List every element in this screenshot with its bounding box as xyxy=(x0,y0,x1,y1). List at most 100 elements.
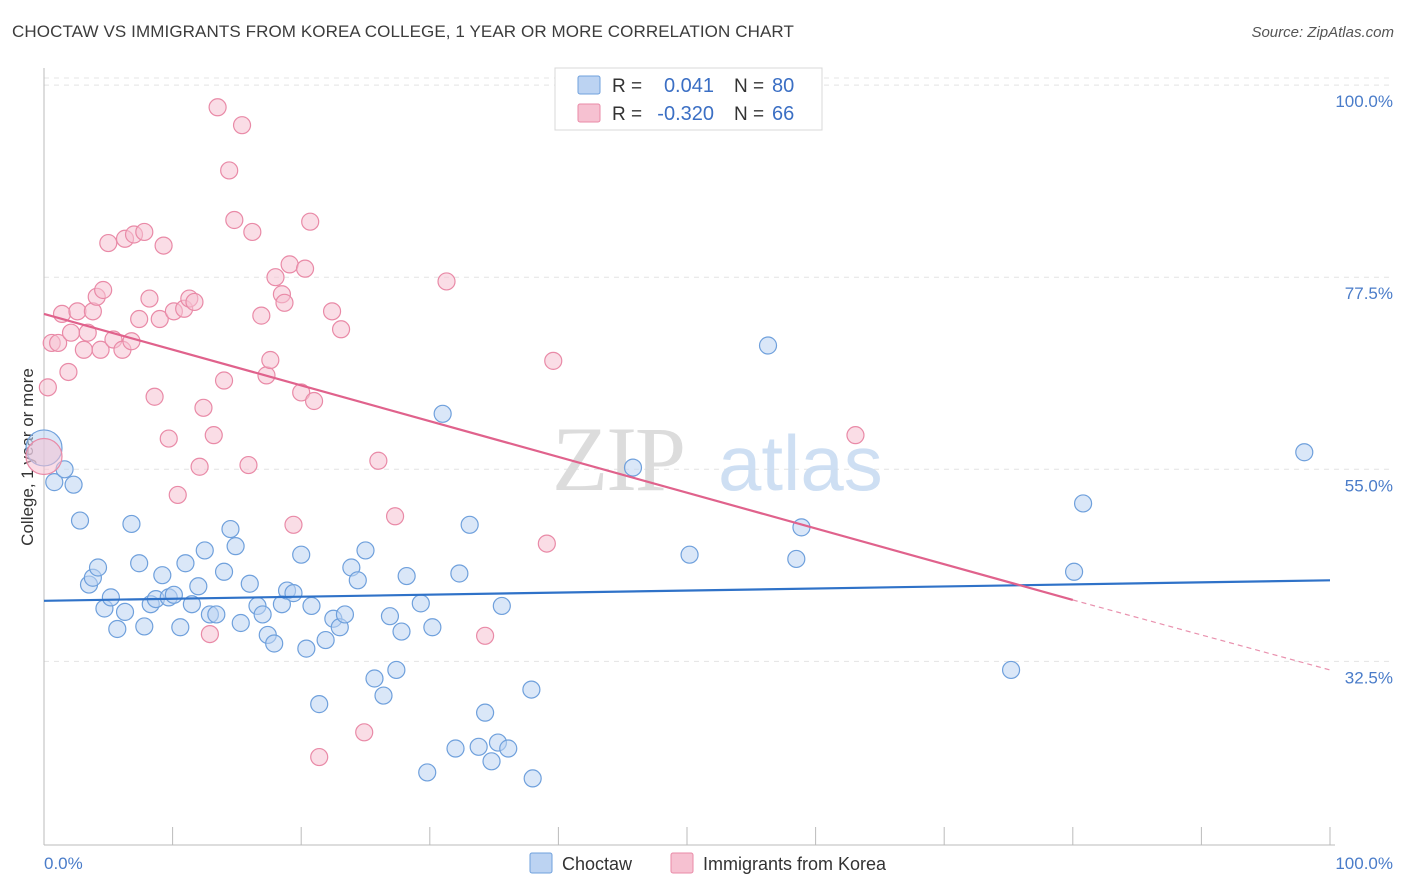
point-1-1 xyxy=(38,378,57,397)
y-tick-label-0: 100.0% xyxy=(1335,92,1393,111)
point-0-56 xyxy=(411,594,430,613)
x-ticks xyxy=(43,827,1331,845)
point-1-3 xyxy=(49,333,68,353)
point-0-66 xyxy=(492,596,511,616)
point-0-17 xyxy=(153,566,172,585)
point-1-24 xyxy=(150,309,169,329)
point-1-60 xyxy=(385,507,405,526)
legend-r-value-0: 0.041 xyxy=(664,75,714,97)
bottom-legend-swatch-choctaw xyxy=(529,852,553,874)
point-0-41 xyxy=(302,596,321,616)
legend-n-label-0: N = xyxy=(734,76,764,97)
legend-swatch-korea xyxy=(577,103,601,123)
point-1-38 xyxy=(220,161,239,180)
point-0-33 xyxy=(253,605,272,624)
point-0-28 xyxy=(221,519,240,539)
point-1-0 xyxy=(25,437,63,476)
axes xyxy=(43,68,1335,846)
point-0-39 xyxy=(292,545,311,564)
series-choctaw xyxy=(25,336,1314,788)
point-0-75 xyxy=(792,518,811,537)
point-1-41 xyxy=(239,455,258,475)
point-0-24 xyxy=(195,541,214,560)
point-0-35 xyxy=(265,634,284,653)
chart-title: CHOCTAW VS IMMIGRANTS FROM KOREA COLLEGE… xyxy=(12,22,794,41)
point-0-22 xyxy=(182,595,201,614)
point-1-50 xyxy=(284,515,303,534)
point-1-31 xyxy=(185,292,204,312)
point-0-60 xyxy=(446,739,465,758)
point-0-76 xyxy=(1001,660,1021,680)
point-1-45 xyxy=(261,350,280,370)
point-0-74 xyxy=(787,549,806,569)
point-0-52 xyxy=(380,607,400,626)
point-0-78 xyxy=(1073,494,1093,513)
legend-box: R = 0.041 N = 80 R = -0.320 N = 66 xyxy=(554,67,823,131)
bottom-legend-swatch-korea xyxy=(670,852,694,874)
legend-r-label-0: R = xyxy=(612,76,642,97)
y-tick-labels: 100.0% 77.5% 55.0% 32.5% xyxy=(1335,92,1393,687)
bottom-legend-label-choctaw: Choctaw xyxy=(562,854,633,874)
point-0-68 xyxy=(499,739,518,758)
point-0-63 xyxy=(469,737,488,756)
point-0-64 xyxy=(475,703,495,722)
point-0-30 xyxy=(231,613,250,633)
point-0-54 xyxy=(392,622,411,641)
point-1-12 xyxy=(91,340,110,359)
point-1-28 xyxy=(168,485,187,505)
point-0-38 xyxy=(284,584,303,603)
point-1-21 xyxy=(135,222,154,242)
point-1-32 xyxy=(190,457,209,476)
point-1-33 xyxy=(194,398,213,417)
point-0-73 xyxy=(758,336,778,355)
point-0-9 xyxy=(101,588,120,607)
point-0-59 xyxy=(433,404,452,423)
legend-n-value-0: 80 xyxy=(772,75,794,97)
point-0-14 xyxy=(135,617,154,636)
watermark: ZIP atlas xyxy=(552,408,883,510)
point-0-58 xyxy=(423,618,442,637)
series-immigrants-from-korea xyxy=(25,98,865,767)
x-tick-label-min: 0.0% xyxy=(44,854,83,873)
point-1-9 xyxy=(78,323,97,342)
legend-swatch-choctaw xyxy=(577,75,601,95)
point-0-49 xyxy=(356,541,375,560)
point-1-59 xyxy=(369,451,388,470)
point-0-48 xyxy=(348,571,367,590)
point-1-25 xyxy=(154,236,173,255)
point-0-23 xyxy=(189,577,208,596)
point-0-50 xyxy=(365,669,384,688)
y-tick-label-1: 77.5% xyxy=(1345,284,1393,303)
point-0-7 xyxy=(88,558,108,577)
point-1-54 xyxy=(304,391,324,411)
point-0-20 xyxy=(171,618,190,637)
point-0-55 xyxy=(397,566,416,586)
trendline-extension-1 xyxy=(1072,599,1331,671)
point-1-58 xyxy=(355,723,374,742)
y-tick-label-3: 32.5% xyxy=(1345,668,1393,687)
point-0-79 xyxy=(1295,443,1314,462)
point-1-63 xyxy=(537,534,556,553)
point-0-3 xyxy=(64,475,83,494)
point-0-11 xyxy=(115,602,135,622)
point-0-4 xyxy=(70,511,90,530)
point-1-23 xyxy=(145,387,164,406)
point-0-71 xyxy=(623,458,643,477)
point-1-14 xyxy=(99,233,118,253)
bottom-legend-label-korea: Immigrants from Korea xyxy=(703,854,887,874)
point-1-51 xyxy=(292,383,311,402)
point-1-22 xyxy=(140,289,159,308)
point-0-12 xyxy=(122,514,141,534)
point-1-39 xyxy=(225,210,244,230)
point-0-13 xyxy=(130,554,149,573)
point-1-34 xyxy=(200,624,219,644)
point-1-8 xyxy=(74,340,93,359)
point-1-37 xyxy=(214,371,234,390)
point-1-42 xyxy=(243,222,262,242)
point-0-72 xyxy=(680,545,699,564)
point-0-40 xyxy=(297,639,316,658)
legend-n-label-1: N = xyxy=(734,104,764,125)
point-1-56 xyxy=(322,302,342,321)
point-0-26 xyxy=(207,605,226,624)
